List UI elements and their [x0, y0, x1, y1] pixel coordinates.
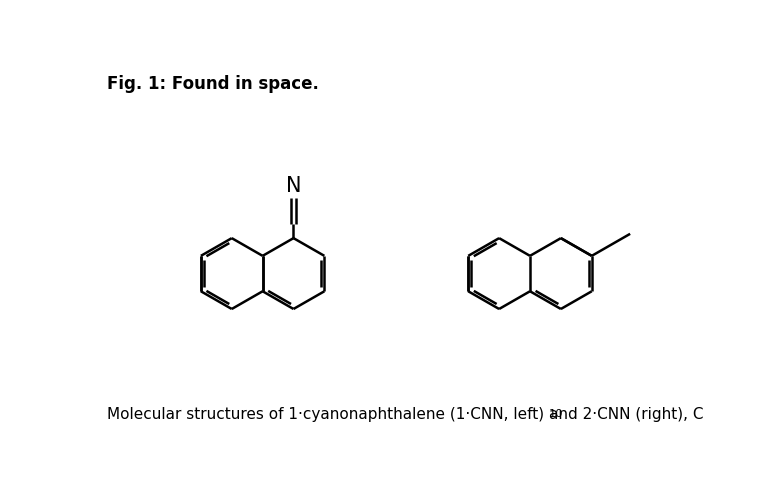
Text: Molecular structures of 1·cyanonaphthalene (1·CNN, left) and 2·CNN (right), C: Molecular structures of 1·cyanonaphthale… [107, 407, 703, 422]
Text: N: N [286, 176, 301, 196]
Text: 10: 10 [548, 409, 563, 419]
Text: Fig. 1: Found in space.: Fig. 1: Found in space. [107, 75, 319, 93]
